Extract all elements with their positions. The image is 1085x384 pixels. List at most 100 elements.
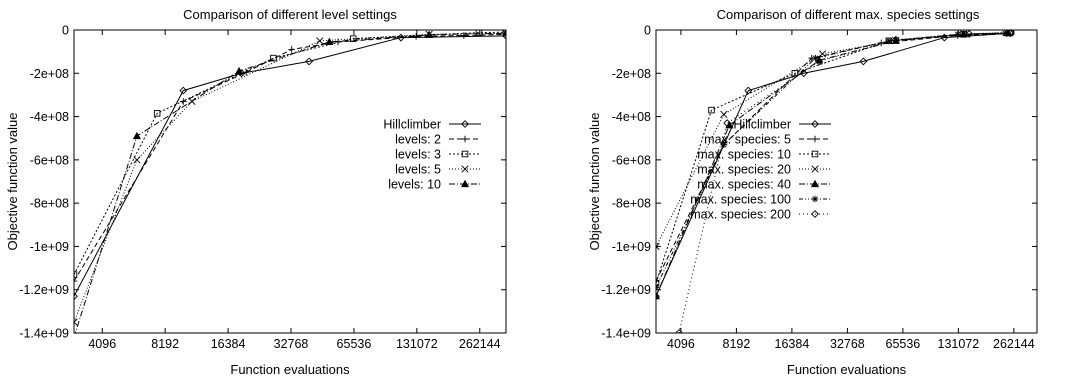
- legend-marker-levels-10: [460, 179, 470, 188]
- x-tick-label: 4096: [667, 337, 695, 351]
- series-point-max-species-200: [965, 30, 974, 38]
- legend-marker-hillclimber: [461, 120, 469, 128]
- series-point-levels-2: [460, 32, 468, 39]
- series-point-max-species-100: [1001, 30, 1009, 37]
- chart-title: Comparison of different level settings: [183, 7, 397, 22]
- y-tick-label: -6e+08: [30, 153, 69, 167]
- series-point-levels-3: [153, 110, 161, 117]
- x-tick-label: 65536: [337, 337, 372, 351]
- legend-marker-max-species-20: [811, 165, 819, 173]
- series-point-max-species-100: [885, 37, 893, 45]
- series-point-levels-10: [501, 30, 506, 37]
- series-point-hillclimber: [744, 86, 753, 95]
- series-point-max-species-40: [725, 121, 734, 129]
- series-line-levels-2: [74, 33, 506, 282]
- series-point-levels-5: [74, 318, 78, 326]
- series-point-levels-3: [502, 30, 506, 36]
- series-point-levels-10: [235, 66, 244, 75]
- y-tick-label: -1.4e+09: [601, 327, 651, 341]
- plot-frame: [655, 29, 1038, 334]
- series-line-hillclimber: [74, 35, 506, 297]
- x-tick-label: 16384: [775, 337, 810, 351]
- legend-label: max. species: 10: [697, 148, 791, 162]
- series-point-hillclimber: [74, 292, 78, 301]
- series-point-max-species-100: [656, 284, 660, 291]
- x-tick-label: 8192: [151, 337, 179, 351]
- x-tick-label: 4096: [88, 337, 116, 351]
- series-point-max-species-200: [675, 329, 683, 333]
- series-point-levels-10: [132, 131, 141, 140]
- y-tick-label: -8e+08: [30, 197, 69, 211]
- series-point-max-species-20: [720, 110, 728, 119]
- series-point-hillclimber: [799, 69, 808, 78]
- x-tick-label: 8192: [723, 337, 751, 351]
- series-point-hillclimber: [656, 292, 660, 301]
- series-line-levels-3: [74, 31, 506, 275]
- series-line-max-species-100: [656, 32, 1006, 288]
- chart-title: Comparison of different max. species set…: [717, 7, 980, 22]
- legend-marker-max-species-10: [811, 150, 819, 158]
- y-tick-label: 0: [644, 24, 651, 38]
- legend-label: max. species: 40: [697, 178, 791, 192]
- y-tick-label: -1.2e+09: [601, 283, 651, 297]
- chart-species-settings: Comparison of different max. species set…: [587, 7, 1038, 377]
- series-point-max-species-200: [815, 57, 823, 66]
- series-point-levels-10: [71, 334, 78, 340]
- series-point-levels-2: [288, 46, 295, 53]
- y-tick-label: -4e+08: [30, 110, 69, 124]
- legend-label: Hillclimber: [733, 118, 791, 132]
- x-tick-label: 65536: [886, 337, 921, 351]
- x-tick-label: 16384: [211, 337, 246, 351]
- legend-label: levels: 5: [395, 163, 441, 177]
- series-point-levels-10: [425, 30, 434, 38]
- legend-marker-levels-3: [461, 150, 469, 158]
- legend-label: max. species: 100: [690, 193, 791, 207]
- legend-label: levels: 10: [388, 178, 441, 192]
- series-point-max-species-5: [656, 277, 660, 285]
- y-axis-label: Objective function value: [587, 112, 602, 250]
- x-axis-label: Function evaluations: [787, 362, 907, 377]
- legend-marker-max-species-100: [811, 195, 819, 203]
- plot-frame: [73, 29, 507, 334]
- series-point-levels-5: [316, 37, 324, 45]
- x-tick-label: 32768: [830, 337, 865, 351]
- series-point-max-species-20: [656, 242, 660, 251]
- series-point-levels-3: [270, 54, 277, 62]
- series-point-max-species-40: [656, 291, 661, 300]
- series-group: [71, 30, 506, 340]
- chart-level-settings: Comparison of different level settings 0 -…: [5, 7, 507, 377]
- series-point-levels-2: [412, 33, 420, 40]
- y-tick-label: -2e+08: [30, 67, 69, 81]
- y-axis-label: Objective function value: [5, 112, 20, 250]
- legend-marker-max-species-200: [811, 210, 819, 218]
- series-line-levels-5: [74, 32, 506, 323]
- y-tick-label: -4e+08: [612, 110, 651, 124]
- legend-marker-levels-2: [461, 135, 469, 143]
- y-tick-label: -1e+09: [612, 240, 651, 254]
- series-point-hillclimber: [305, 57, 314, 66]
- legend-label: max. species: 20: [697, 163, 791, 177]
- series-point-max-species-100: [954, 31, 962, 38]
- legend-label: levels: 3: [395, 148, 441, 162]
- legend-marker-max-species-5: [811, 135, 819, 143]
- series-group: [656, 30, 1015, 333]
- legend-label: Hillclimber: [383, 118, 441, 132]
- legend-marker-hillclimber: [811, 120, 819, 128]
- x-tick-label: 32768: [274, 337, 309, 351]
- series-point-levels-10: [325, 37, 334, 45]
- legend-label: max. species: 200: [690, 208, 791, 222]
- series-point-max-species-200: [891, 35, 900, 44]
- legend-label: levels: 2: [395, 133, 441, 147]
- series-point-levels-5: [133, 156, 141, 164]
- legend-marker-levels-5: [461, 165, 469, 173]
- y-tick-label: -1e+09: [30, 240, 69, 254]
- legend-marker-max-species-40: [810, 179, 820, 188]
- y-tick-label: -1.4e+09: [19, 327, 69, 341]
- series-point-max-species-100: [812, 54, 819, 62]
- series-point-levels-3: [74, 271, 78, 278]
- series-point-levels-2: [179, 98, 187, 105]
- x-axis-label: Function evaluations: [230, 362, 350, 377]
- series-point-hillclimber: [179, 86, 188, 95]
